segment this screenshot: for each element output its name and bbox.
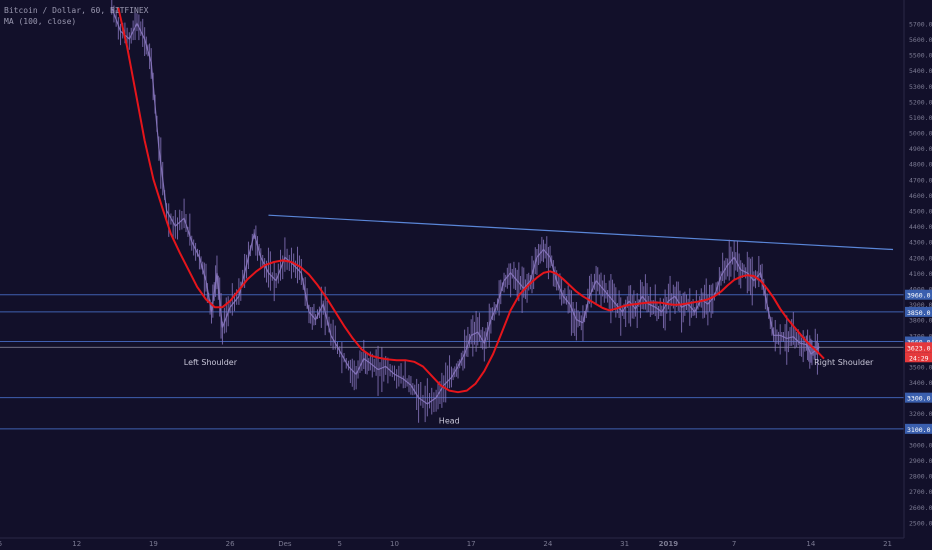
price-tick-label: 4400.0 <box>909 223 932 231</box>
price-tick-label: 5200.0 <box>909 98 932 106</box>
level-price-tag <box>905 289 932 300</box>
price-tick-label: 4800.0 <box>909 161 932 169</box>
annotation-label: Left Shoulder <box>184 358 238 367</box>
time-tick-label: 26 <box>226 540 235 548</box>
price-axis[interactable]: 2500.0 2600.0 2700.0 2800.0 2900.0 3000.0 3100… <box>903 0 932 538</box>
pattern-annotations: Left Shoulder Head Right Shoulder <box>184 358 874 425</box>
time-tick-label: 7 <box>732 540 736 548</box>
price-tick-label: 4700.0 <box>909 176 932 184</box>
time-axis: 5 12 19 26 Des 5 10 17 24 31 2019 7 14 21 <box>0 537 904 548</box>
time-tick-label: 19 <box>149 540 158 548</box>
price-tick-label: 5000.0 <box>909 130 932 138</box>
ma-line-group <box>117 7 825 394</box>
price-tick-label: 2600.0 <box>909 504 932 512</box>
time-tick-label: Des <box>278 540 292 548</box>
level-price-tag <box>905 423 932 434</box>
horizontal-levels <box>0 294 904 430</box>
time-tick-label: 24 <box>543 540 552 548</box>
level-price-label: 3960.0 <box>907 292 931 300</box>
price-tick-label: 5500.0 <box>909 52 932 60</box>
time-tick-label: 21 <box>883 540 892 548</box>
price-tick-label: 5300.0 <box>909 83 932 91</box>
level-price-tag <box>905 336 932 347</box>
price-tick-label: 2800.0 <box>909 473 932 481</box>
level-price-tag <box>905 392 932 403</box>
annotation-label: Head <box>439 416 460 425</box>
price-tick-label: 3000.0 <box>909 441 932 449</box>
time-tick-label: 10 <box>390 540 399 548</box>
symbol-title: Bitcoin / Dollar, 60, BITFINEX <box>4 6 149 15</box>
price-line <box>111 7 820 405</box>
price-tick-label: 3200.0 <box>909 410 932 418</box>
chart-legend: Bitcoin / Dollar, 60, BITFINEX MA (100, … <box>4 5 149 27</box>
time-tick-label: 12 <box>72 540 81 548</box>
price-tick-label: 5600.0 <box>909 36 932 44</box>
price-tick-label: 3900.0 <box>909 301 932 309</box>
annotation-label: Right Shoulder <box>814 358 874 367</box>
price-tick-label: 3500.0 <box>909 363 932 371</box>
level-price-tag <box>905 342 932 353</box>
price-tick-label: 4200.0 <box>909 254 932 262</box>
countdown-label: 24:29 <box>909 354 929 362</box>
price-tick-label: 2700.0 <box>909 488 932 496</box>
price-tick-label: 2900.0 <box>909 457 932 465</box>
candles <box>111 0 820 423</box>
price-tick-label: 4500.0 <box>909 208 932 216</box>
price-tick-label: 5700.0 <box>909 20 932 28</box>
level-price-label: 3100.0 <box>907 426 931 434</box>
level-price-label: 3850.0 <box>907 309 931 317</box>
time-tick-label: 31 <box>620 540 629 548</box>
price-tick-label: 2500.0 <box>909 519 932 527</box>
price-tick-label: 4900.0 <box>909 145 932 153</box>
price-tick-label: 4600.0 <box>909 192 932 200</box>
price-tick-label: 3400.0 <box>909 379 932 387</box>
price-tick-label: 3700.0 <box>909 332 932 340</box>
time-tick-label: 5 <box>0 540 2 548</box>
price-tick-label: 4300.0 <box>909 239 932 247</box>
countdown-tag <box>905 352 932 363</box>
price-tick-label: 4100.0 <box>909 270 932 278</box>
price-tick-label: 3800.0 <box>909 317 932 325</box>
time-tick-label: 2019 <box>659 540 679 548</box>
ma-line <box>117 7 825 394</box>
trend-line <box>268 214 894 251</box>
indicator-title: MA (100, close) <box>4 17 77 26</box>
price-tick-label: 5400.0 <box>909 67 932 75</box>
price-tick-label: 5100.0 <box>909 114 932 122</box>
level-price-tag <box>905 306 932 317</box>
level-price-label: 3300.0 <box>907 395 931 403</box>
price-tick-label: 4000.0 <box>909 285 932 293</box>
level-price-label: 3623.0 <box>907 344 931 352</box>
time-tick-label: 17 <box>467 540 476 548</box>
trend-line-group <box>268 214 894 251</box>
time-tick-label: 14 <box>806 540 815 548</box>
time-tick-label: 5 <box>337 540 341 548</box>
